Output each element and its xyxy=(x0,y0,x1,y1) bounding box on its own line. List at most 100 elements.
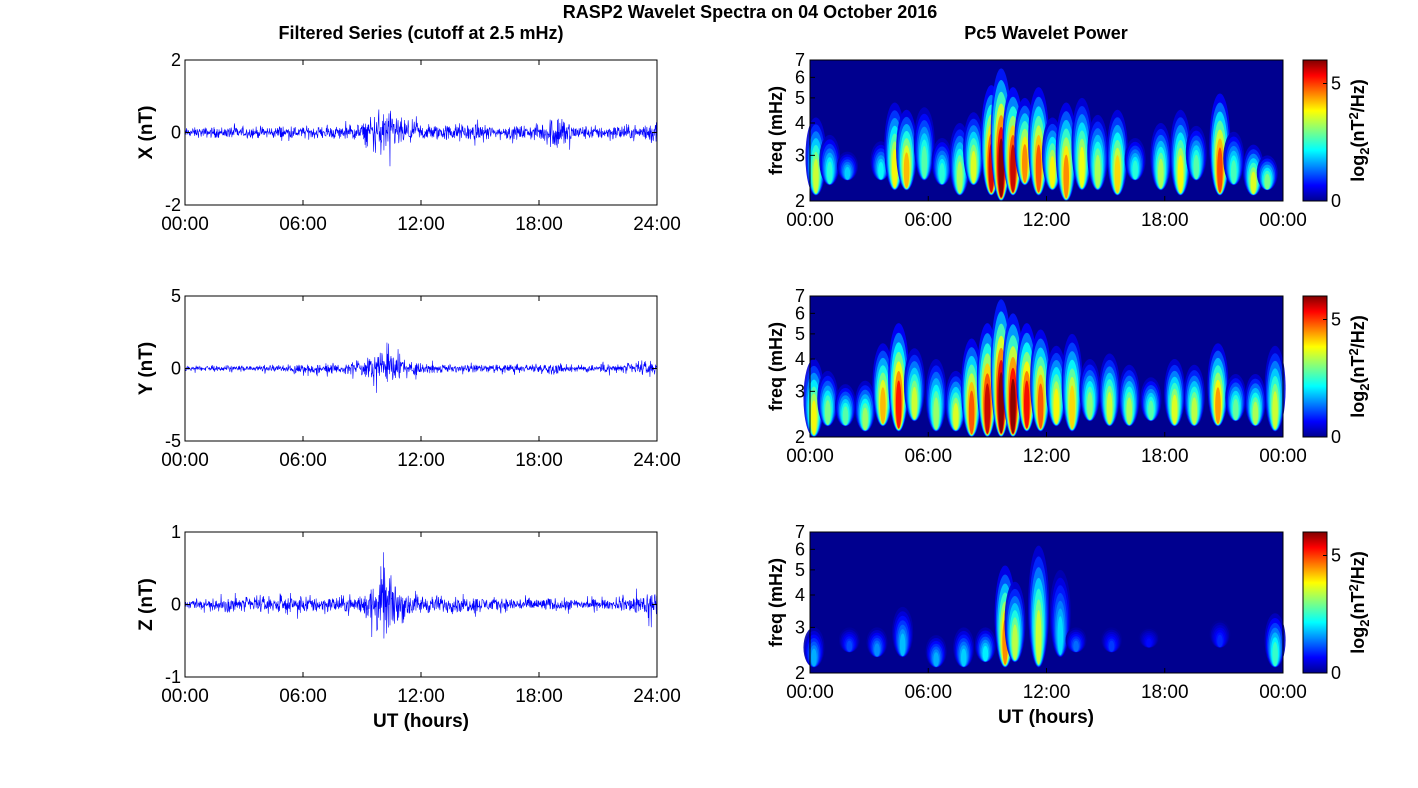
colorbar-label-part: /Hz) xyxy=(1348,315,1368,348)
power-contour xyxy=(911,386,918,420)
colorbar-label-part: 2 xyxy=(1346,112,1361,119)
x-tick-label: 12:00 xyxy=(397,686,445,707)
x-tick-label: 00:00 xyxy=(1259,210,1307,231)
y-axis-label: freq (mHz) xyxy=(766,322,786,411)
power-burst xyxy=(1183,364,1205,427)
power-contour xyxy=(1037,383,1044,429)
power-burst xyxy=(1004,581,1026,663)
power-burst xyxy=(834,384,856,427)
y-tick-label: 2 xyxy=(795,663,805,683)
power-burst xyxy=(1244,374,1266,427)
colorbar-label-part: 2 xyxy=(1357,619,1372,626)
x-tick-label: 00:00 xyxy=(786,446,834,467)
power-contour xyxy=(1148,400,1154,421)
right-x-axis-label: UT (hours) xyxy=(998,707,1094,728)
power-contour xyxy=(1049,156,1056,189)
y-axis-label: Y (nT) xyxy=(136,342,157,395)
y-tick-label: 5 xyxy=(795,324,805,344)
power-burst xyxy=(872,343,894,427)
power-contour xyxy=(844,166,851,180)
power-burst xyxy=(1061,333,1083,432)
power-contour xyxy=(874,643,880,657)
x-tick-label: 06:00 xyxy=(904,682,952,703)
y-tick-label: 1 xyxy=(171,522,181,542)
y-tick-label: 0 xyxy=(171,595,181,615)
x-tick-label: 18:00 xyxy=(1141,210,1189,231)
power-contour xyxy=(878,162,884,180)
colorbar-gradient xyxy=(1302,59,1328,202)
x-tick-label: 18:00 xyxy=(515,214,563,235)
trace-line xyxy=(184,552,658,639)
power-contour xyxy=(998,372,1004,434)
power-contour xyxy=(1094,154,1101,189)
y-tick-label: 0 xyxy=(171,123,181,143)
colorbar-tick-label: 0 xyxy=(1331,191,1341,211)
y-tick-label: 6 xyxy=(795,67,805,87)
power-burst xyxy=(854,380,876,432)
x-tick-label: 00:00 xyxy=(1259,446,1307,467)
x-tick-label: 18:00 xyxy=(1141,446,1189,467)
power-contour xyxy=(1057,616,1064,655)
y-tick-label: 7 xyxy=(795,286,805,306)
power-contour xyxy=(899,633,906,656)
y-tick-label: 2 xyxy=(795,191,805,211)
power-burst xyxy=(1055,102,1077,201)
colorbar-label-part: 2 xyxy=(1346,584,1361,591)
trace-line xyxy=(184,109,658,167)
power-burst xyxy=(892,606,914,658)
power-burst xyxy=(819,134,841,186)
colorbar-label-part: /Hz) xyxy=(1348,551,1368,584)
y-tick-label: 2 xyxy=(171,50,181,70)
power-burst xyxy=(1071,97,1093,191)
y-tick-label: 3 xyxy=(795,381,805,401)
power-contour xyxy=(960,648,967,667)
power-contour xyxy=(1272,391,1278,430)
y-axis-label: freq (mHz) xyxy=(766,558,786,647)
y-axis-label: Z (nT) xyxy=(136,578,157,631)
power-burst xyxy=(1045,345,1067,427)
series-panel-z: 1 0 -100:00 06:00 12:00 18:00 24:00 Z (nT) xyxy=(136,522,681,707)
x-tick-label: 00:00 xyxy=(161,214,209,235)
power-contour xyxy=(1230,160,1237,184)
power-burst xyxy=(1118,364,1140,427)
colorbar-label: log2(nT2/Hz) xyxy=(1346,79,1372,181)
power-contour xyxy=(1264,173,1271,190)
power-burst xyxy=(925,358,947,432)
power-contour xyxy=(1191,397,1198,425)
power-contour xyxy=(1114,155,1121,194)
power-contour xyxy=(824,400,831,425)
power-contour xyxy=(1177,155,1184,194)
x-tick-label: 00:00 xyxy=(786,210,834,231)
y-tick-label: 6 xyxy=(795,539,805,559)
power-contour xyxy=(933,397,939,430)
power-burst xyxy=(931,138,953,186)
y-tick-label: 7 xyxy=(795,50,805,70)
x-tick-label: 12:00 xyxy=(1023,682,1071,703)
power-contour xyxy=(1069,385,1075,429)
power-burst xyxy=(805,117,827,196)
power-contour xyxy=(1079,146,1085,188)
power-burst xyxy=(836,151,858,181)
x-tick-label: 00:00 xyxy=(161,450,209,471)
left-x-axis-label: UT (hours) xyxy=(373,711,469,732)
figure-title: RASP2 Wavelet Spectra on 04 October 2016 xyxy=(563,2,937,22)
power-contour xyxy=(1012,624,1018,661)
power-burst xyxy=(1185,125,1207,181)
power-contour xyxy=(1217,634,1223,648)
series-panel-y: 5 0 -500:00 06:00 12:00 18:00 24:00 Y (nT) xyxy=(136,286,681,471)
power-burst xyxy=(913,107,935,181)
power-contour xyxy=(1193,154,1200,179)
y-tick-label: 3 xyxy=(795,145,805,165)
power-burst xyxy=(1207,343,1229,427)
power-contour xyxy=(1146,638,1152,648)
right-column-title: Pc5 Wavelet Power xyxy=(964,23,1127,43)
power-contour xyxy=(1232,399,1239,420)
colorbar-gradient xyxy=(1302,295,1328,438)
power-burst xyxy=(838,627,860,653)
panels: 20-200:00 06:00 12:00 18:00 24:00X (nT)50-50… xyxy=(136,50,1372,707)
power-burst xyxy=(1209,620,1231,648)
power-burst xyxy=(1170,109,1192,196)
x-tick-label: 00:00 xyxy=(1259,682,1307,703)
power-burst xyxy=(817,370,839,427)
